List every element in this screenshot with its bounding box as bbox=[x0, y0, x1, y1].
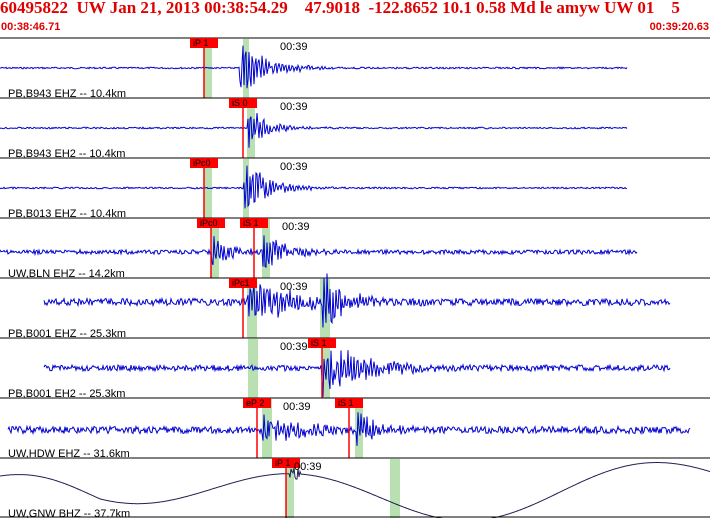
waveform bbox=[43, 350, 671, 397]
trace-row[interactable]: iPc0 00:39 PB,B013 EHZ -- 10.4km bbox=[0, 157, 710, 220]
station-label: UW,HDW EHZ -- 31.6km bbox=[8, 448, 130, 460]
trace-row[interactable]: iP 1 00:39 UW,GNW BHZ -- 37.7km bbox=[0, 457, 710, 518]
time-mark: 00:39 bbox=[280, 41, 308, 53]
end-time: 00:39:20.63 bbox=[649, 21, 709, 33]
phase-pick-box[interactable] bbox=[229, 98, 257, 108]
pick-window-band bbox=[247, 99, 255, 158]
trace-row[interactable]: iPc1 00:39 PB,B001 EHZ -- 25.3km bbox=[0, 273, 710, 341]
station-label: PB,B013 EHZ -- 10.4km bbox=[8, 208, 126, 220]
pick-window-band bbox=[322, 339, 330, 398]
phase-pick-box[interactable] bbox=[240, 218, 268, 228]
station-label: PB,B001 EH2 -- 25.3km bbox=[8, 388, 125, 400]
waveform bbox=[43, 273, 671, 328]
pick-window-band bbox=[390, 459, 400, 518]
phase-pick-label: iS 1 bbox=[243, 218, 259, 228]
phase-pick-box[interactable] bbox=[243, 398, 271, 408]
trace-row[interactable]: iPc0 iS 1 00:39 UW,BLN EHZ -- 14.2km bbox=[0, 217, 710, 280]
phase-pick-box[interactable] bbox=[190, 158, 218, 168]
trace-row[interactable]: iP 1 00:39 PB,B943 EHZ -- 10.4km bbox=[0, 37, 710, 100]
trace-row[interactable]: iS 0 00:39 PB,B943 EH2 -- 10.4km bbox=[0, 97, 710, 160]
start-time: 00:38:46.71 bbox=[1, 21, 61, 33]
phase-pick-label: iPc0 bbox=[200, 218, 218, 228]
pick-window-band bbox=[204, 39, 212, 98]
event-header: 60495822 UW Jan 21, 2013 00:38:54.29 47.… bbox=[0, 0, 710, 38]
phase-pick-label: iPc0 bbox=[193, 158, 211, 168]
time-mark: 00:39 bbox=[280, 161, 308, 173]
event-title: 60495822 UW Jan 21, 2013 00:38:54.29 47.… bbox=[0, 0, 680, 17]
waveform bbox=[0, 45, 628, 89]
phase-pick-label: iP 1 bbox=[193, 38, 208, 48]
pick-window-band bbox=[262, 219, 270, 278]
time-mark: 00:39 bbox=[280, 101, 308, 113]
station-label: PB,B943 EH2 -- 10.4km bbox=[8, 148, 125, 160]
phase-pick-box[interactable] bbox=[335, 398, 363, 408]
time-mark: 00:39 bbox=[294, 461, 322, 473]
trace-row[interactable]: iS 100:39 PB,B001 EH2 -- 25.3km bbox=[0, 337, 710, 400]
waveform bbox=[0, 112, 628, 148]
pick-window-band bbox=[262, 399, 272, 458]
station-label: PB,B943 EHZ -- 10.4km bbox=[8, 88, 126, 100]
station-label: UW,GNW BHZ -- 37.7km bbox=[8, 508, 130, 518]
phase-pick-label: iPc1 bbox=[232, 278, 250, 288]
pick-window-band bbox=[286, 459, 294, 518]
phase-pick-label: iS 1 bbox=[338, 398, 354, 408]
waveform bbox=[0, 235, 638, 268]
phase-pick-box[interactable] bbox=[308, 338, 336, 348]
phase-pick-label: iS 0 bbox=[232, 98, 248, 108]
time-mark: 00:39 bbox=[282, 221, 310, 233]
time-mark: 00:39 bbox=[283, 401, 311, 413]
waveform bbox=[0, 165, 628, 209]
station-label: UW,BLN EHZ -- 14.2km bbox=[8, 268, 125, 280]
phase-pick-label: iP 1 bbox=[275, 458, 290, 468]
phase-pick-box[interactable] bbox=[229, 278, 257, 288]
time-mark: 00:39 bbox=[280, 281, 308, 293]
station-label: PB,B001 EHZ -- 25.3km bbox=[8, 328, 126, 340]
waveform bbox=[0, 462, 710, 518]
phase-pick-box[interactable] bbox=[190, 38, 218, 48]
phase-pick-label: iS 1 bbox=[311, 338, 327, 348]
phase-pick-box[interactable] bbox=[272, 458, 300, 468]
phase-pick-box[interactable] bbox=[197, 218, 225, 228]
phase-pick-label: eP 2 bbox=[246, 398, 264, 408]
time-mark: 00:39 bbox=[280, 341, 308, 353]
trace-row[interactable]: eP 2 iS 1 00:39 UW,HDW EHZ -- 31.6km bbox=[0, 397, 710, 460]
